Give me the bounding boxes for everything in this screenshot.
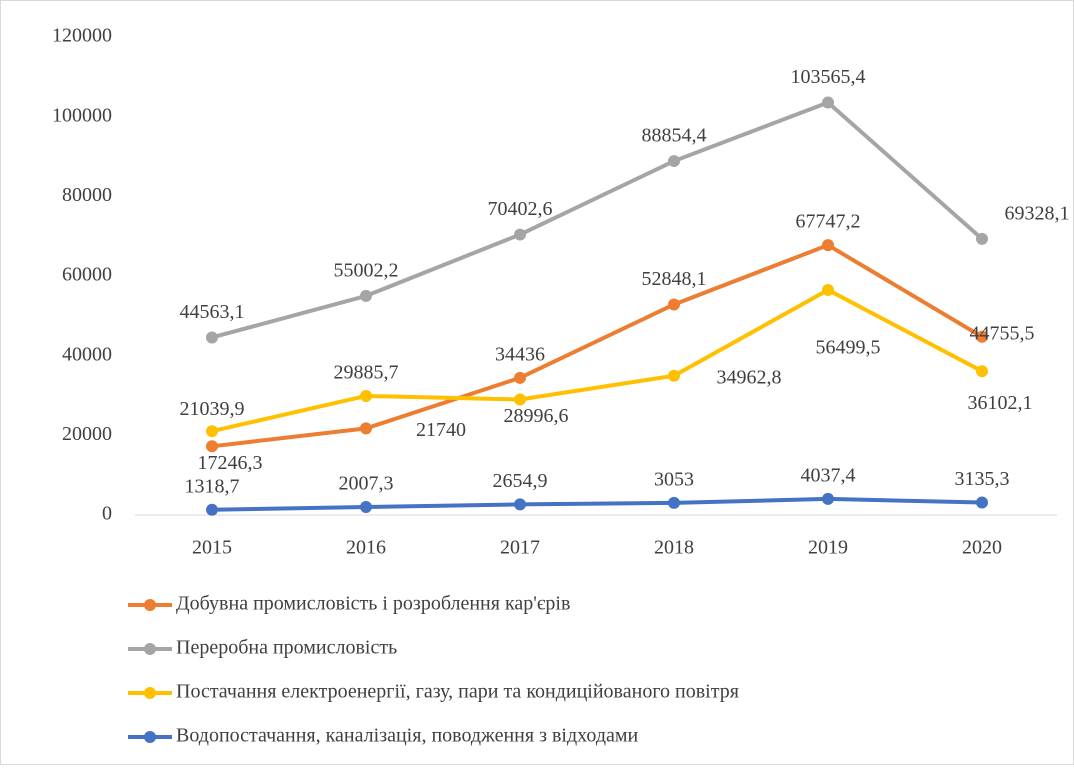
legend-label: Водопостачання, каналізація, поводження … [176,725,639,747]
data-label: 34436 [495,343,545,365]
data-label: 67747,2 [796,211,861,233]
x-tick-label: 2019 [808,537,848,559]
data-point [206,440,218,453]
data-point [822,283,834,296]
y-tick-label: 120000 [52,25,112,47]
data-label: 34962,8 [717,366,782,388]
data-point [360,501,372,514]
data-label: 103565,4 [791,66,866,88]
data-label: 44563,1 [180,301,245,323]
data-label: 70402,6 [488,198,553,220]
data-label: 21039,9 [180,398,245,420]
data-label: 52848,1 [642,268,707,290]
x-tick-label: 2016 [346,537,386,559]
legend-marker [144,687,156,699]
legend-label: Постачання електроенергії, газу, пари та… [176,681,739,703]
data-point [668,298,680,311]
data-point [514,371,526,384]
data-label: 56499,5 [816,337,881,359]
data-label: 4037,4 [801,465,856,487]
data-label: 2007,3 [339,473,394,495]
data-point [976,232,988,245]
data-point [976,365,988,378]
data-point [206,331,218,344]
data-point [668,369,680,382]
data-label: 55002,2 [334,260,399,282]
x-tick-label: 2017 [500,537,540,559]
data-point [360,389,372,402]
y-tick-label: 100000 [52,104,112,126]
legend-marker [144,731,156,743]
data-point [360,422,372,435]
legend-label: Добувна промисловість і розроблення кар'… [176,593,570,615]
x-tick-label: 2015 [192,537,232,559]
legend-label: Переробна промисловість [176,637,397,659]
data-point [514,393,526,406]
y-tick-label: 80000 [62,184,112,206]
data-point [668,496,680,509]
data-point [514,498,526,511]
series-line [211,243,984,449]
data-label: 69328,1 [1005,202,1070,224]
data-label: 1318,7 [185,475,240,497]
data-label: 21740 [416,419,466,441]
legend-marker [144,643,156,655]
data-label: 3135,3 [955,468,1010,490]
data-point [822,492,834,505]
y-tick-label: 40000 [62,343,112,365]
data-label: 29885,7 [334,362,399,384]
data-point [976,496,988,509]
series-line [211,100,984,340]
y-tick-label: 0 [102,503,112,525]
y-tick-label: 60000 [62,264,112,286]
data-point [976,330,988,343]
data-point [514,228,526,241]
data-point [360,289,372,302]
data-label: 88854,4 [642,125,707,147]
series-line [211,496,983,512]
x-tick-label: 2018 [654,537,694,559]
x-tick-label: 2020 [962,537,1002,559]
data-point [668,155,680,168]
series-line [211,287,983,434]
data-label: 17246,3 [198,452,263,474]
data-label: 36102,1 [968,392,1033,414]
data-point [206,503,218,516]
data-point [822,239,834,252]
y-tick-label: 20000 [62,423,112,445]
data-label: 3053 [654,468,694,490]
data-label: 2654,9 [493,470,548,492]
legend-marker [144,599,156,611]
data-label: 28996,6 [504,405,569,427]
data-label: 44755,5 [970,322,1035,344]
data-point [822,96,834,109]
data-point [206,425,218,438]
